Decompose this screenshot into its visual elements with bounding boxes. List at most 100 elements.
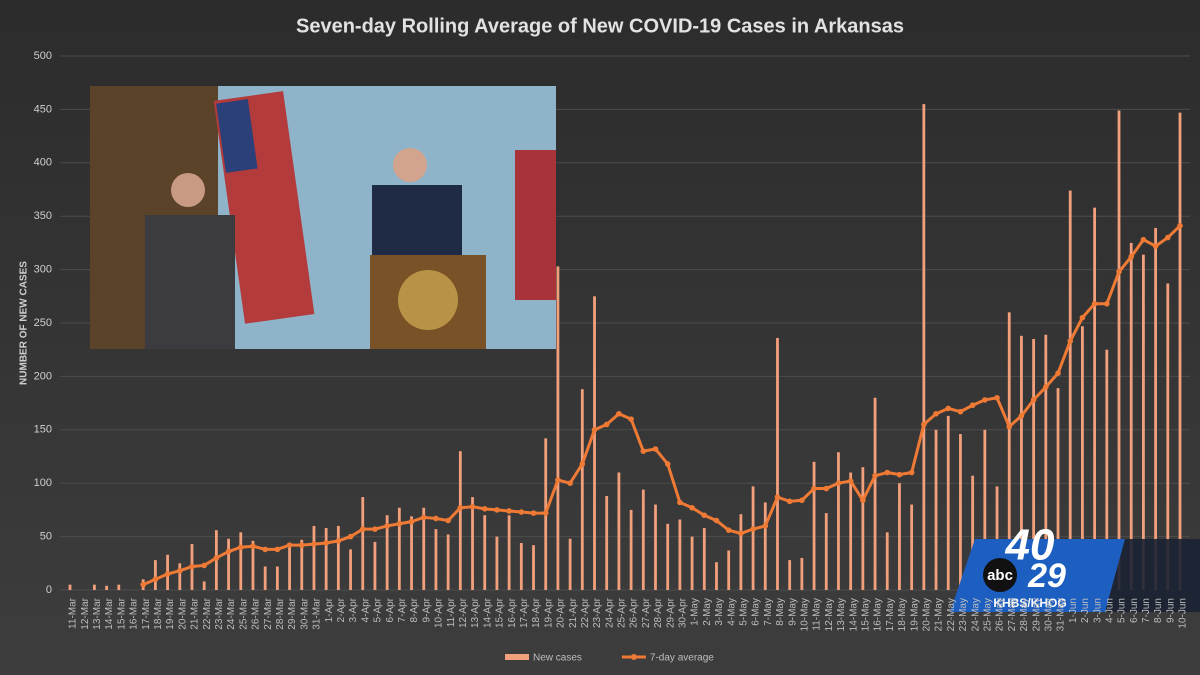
average-point (689, 504, 695, 511)
x-tick-label: 24-May (970, 598, 981, 631)
x-tick-label: 10-Jun (1178, 598, 1189, 629)
average-point (628, 416, 634, 422)
bar (934, 429, 938, 590)
average-point (762, 523, 769, 529)
x-tick-label: 31-Mar (312, 597, 323, 629)
inset-flag-canton (216, 99, 258, 173)
x-tick-label: 27-Apr (641, 597, 652, 628)
x-tick-label: 1-Jun (1068, 598, 1079, 623)
bar (702, 528, 706, 590)
average-point (1043, 384, 1049, 390)
average-point (823, 485, 830, 492)
inset-seal (398, 270, 458, 330)
bar (105, 585, 108, 590)
y-axis-label: NUMBER OF NEW CASES (19, 261, 30, 385)
bar (641, 489, 645, 590)
average-point (1128, 253, 1135, 260)
x-tick-label: 25-Mar (238, 597, 249, 629)
bar (288, 545, 291, 590)
legend-swatch (505, 654, 529, 660)
x-tick-label: 21-Mar (190, 597, 201, 629)
x-tick-label: 26-May (995, 598, 1006, 631)
average-point (799, 497, 805, 504)
bar (495, 536, 499, 590)
logo-panel (950, 539, 1125, 612)
x-tick-label: 2-Apr (336, 597, 347, 622)
average-point (738, 530, 744, 537)
x-tick-label: 16-Apr (507, 597, 518, 628)
x-tick-label: 9-May (787, 598, 798, 626)
bar (556, 266, 560, 590)
x-tick-label: 5-May (739, 598, 750, 626)
x-tick-label: 19-May (909, 598, 920, 631)
bar (263, 566, 267, 590)
average-point (786, 498, 793, 505)
average-point (225, 548, 232, 555)
average-point (1116, 268, 1122, 275)
bar (751, 486, 755, 590)
x-tick-label: 2-May (702, 598, 713, 626)
x-tick-label: 12-Apr (458, 597, 469, 628)
logo-number: 29 (1027, 557, 1066, 595)
average-point (677, 499, 683, 506)
average-point (384, 523, 390, 529)
x-tick-label: 6-Jun (1129, 598, 1140, 623)
average-point (152, 576, 159, 583)
x-tick-label: 8-Apr (409, 597, 420, 622)
bar (239, 532, 243, 590)
bar (898, 483, 901, 590)
average-point (445, 517, 451, 524)
x-tick-label: 9-Apr (421, 597, 432, 622)
x-tick-label: 5-Jun (1117, 598, 1128, 623)
bar (690, 536, 694, 590)
x-tick-label: 13-Apr (470, 597, 481, 628)
x-tick-label: 19-Mar (165, 597, 176, 629)
x-tick-label: 1-Apr (324, 597, 335, 622)
bar (117, 584, 121, 590)
average-point (396, 520, 403, 527)
x-tick-label: 13-Mar (92, 597, 103, 629)
average-point (286, 542, 293, 548)
x-tick-label: 3-Jun (1092, 598, 1103, 623)
bar (519, 543, 523, 590)
x-tick-label: 21-May (934, 598, 945, 631)
average-point (555, 477, 561, 483)
x-tick-label: 25-May (982, 598, 993, 631)
bar (763, 502, 767, 590)
average-point (347, 533, 354, 540)
x-tick-label: 3-Apr (348, 597, 359, 622)
average-point (372, 526, 378, 532)
x-tick-label: 16-Mar (129, 597, 140, 629)
x-tick-label: 29-May (1031, 598, 1042, 631)
bar (971, 475, 975, 590)
x-tick-label: 6-May (751, 598, 762, 626)
bar (336, 525, 340, 590)
average-point (652, 446, 659, 452)
y-tick-label: 400 (34, 157, 52, 169)
x-tick-label: 31-May (1056, 598, 1067, 631)
bar (568, 538, 572, 590)
average-point (1006, 423, 1013, 430)
x-tick-label: 30-Mar (299, 597, 310, 629)
average-point (335, 538, 342, 544)
average-point (1177, 223, 1183, 229)
x-tick-label: 17-Mar (141, 597, 152, 629)
x-tick-label: 22-Mar (202, 597, 213, 629)
y-tick-label: 150 (34, 424, 52, 436)
x-tick-label: 22-May (946, 598, 957, 631)
bar (885, 532, 889, 590)
inset-head-2 (393, 148, 427, 182)
average-point (518, 509, 525, 515)
logo-channel: 40 (1005, 521, 1055, 570)
x-tick-label: 26-Mar (251, 597, 262, 629)
bar (995, 486, 999, 590)
inset-person (145, 215, 235, 349)
bar (593, 296, 596, 590)
x-tick-label: 21-Apr (568, 597, 579, 628)
average-point (908, 469, 915, 476)
x-tick-label: 1-May (690, 598, 701, 626)
average-point (176, 567, 183, 574)
bar (605, 496, 609, 590)
average-point (811, 485, 817, 492)
